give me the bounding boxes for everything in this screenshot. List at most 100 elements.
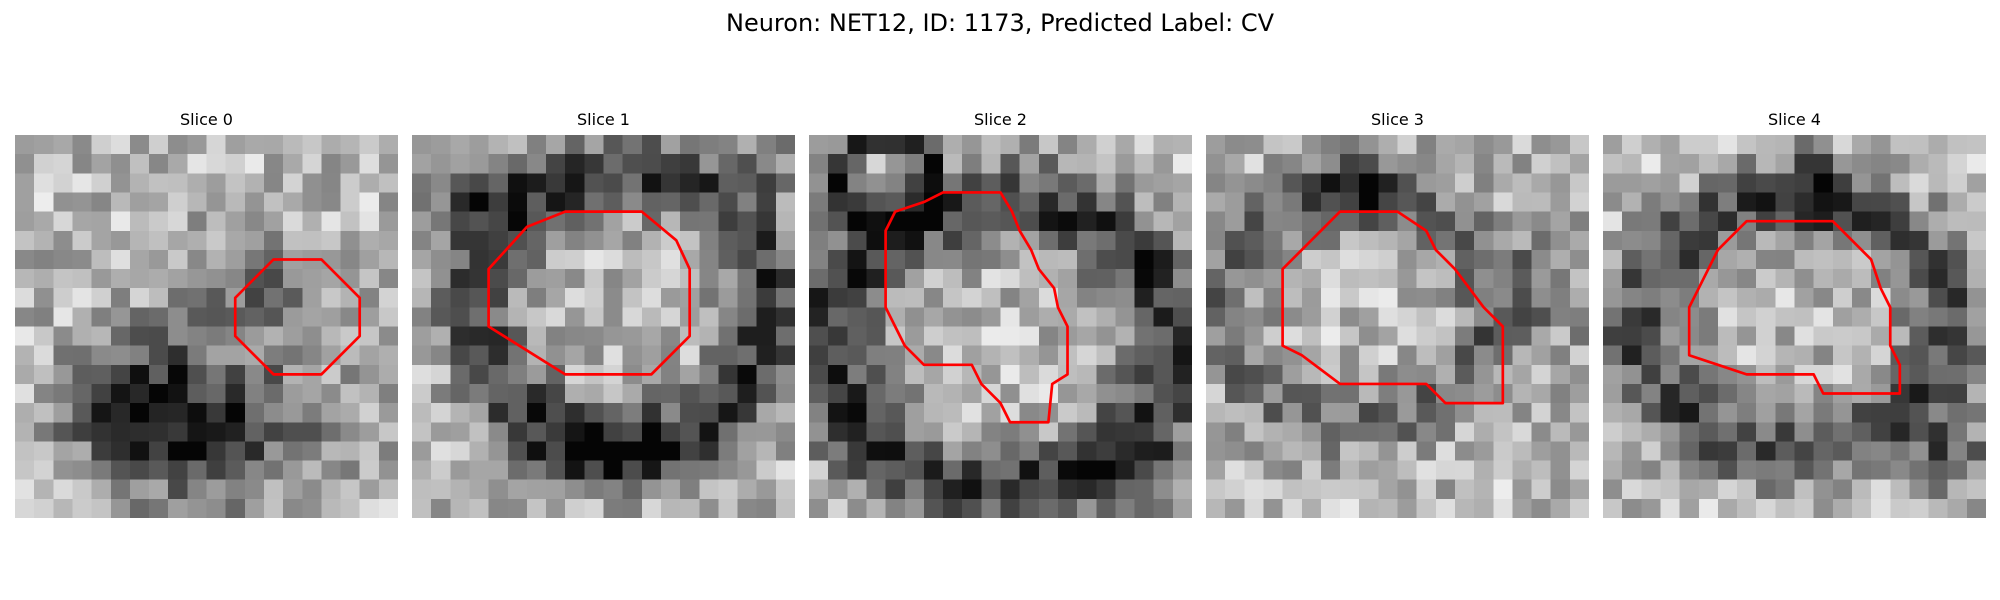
pixel bbox=[302, 422, 322, 442]
pixel bbox=[1340, 345, 1360, 366]
pixel bbox=[168, 441, 188, 461]
roi-contour bbox=[884, 191, 1069, 424]
pixel bbox=[72, 154, 92, 174]
pixel bbox=[622, 422, 643, 442]
pixel bbox=[622, 479, 643, 500]
pixel bbox=[603, 269, 624, 289]
pixel bbox=[737, 479, 758, 500]
pixel bbox=[546, 154, 566, 174]
pixel bbox=[149, 230, 169, 251]
pixel bbox=[1641, 249, 1661, 270]
pixel bbox=[565, 326, 585, 347]
pixel bbox=[321, 383, 341, 404]
pixel bbox=[603, 498, 624, 518]
pixel bbox=[1474, 211, 1494, 232]
pixel bbox=[1966, 326, 1986, 347]
pixel bbox=[168, 211, 188, 232]
pixel bbox=[923, 249, 944, 270]
pixel bbox=[378, 307, 398, 327]
pixel bbox=[1340, 383, 1360, 404]
pixel bbox=[321, 403, 341, 423]
pixel bbox=[283, 345, 303, 366]
pixel bbox=[943, 422, 963, 442]
pixel bbox=[412, 154, 432, 174]
pixel bbox=[1096, 154, 1116, 174]
pixel bbox=[149, 249, 169, 270]
pixel bbox=[1244, 498, 1264, 518]
pixel bbox=[962, 154, 982, 174]
pixel bbox=[923, 479, 944, 500]
pixel bbox=[1378, 403, 1398, 423]
pixel bbox=[244, 441, 265, 461]
pixel bbox=[1871, 498, 1891, 518]
pixel bbox=[1890, 307, 1910, 327]
pixel bbox=[923, 345, 944, 366]
pixel bbox=[1077, 135, 1097, 155]
pixel bbox=[72, 211, 92, 232]
pixel bbox=[943, 173, 963, 193]
pixel bbox=[1359, 173, 1379, 193]
pixel bbox=[962, 192, 982, 212]
pixel bbox=[340, 249, 361, 270]
pixel bbox=[526, 173, 547, 193]
pixel bbox=[1320, 403, 1341, 423]
pixel bbox=[1019, 173, 1040, 193]
pixel bbox=[1038, 498, 1059, 518]
pixel bbox=[1263, 269, 1283, 289]
pixel bbox=[1660, 173, 1680, 193]
pixel bbox=[1737, 383, 1757, 404]
pixel bbox=[1378, 249, 1398, 270]
pixel bbox=[1832, 211, 1853, 232]
pixel bbox=[641, 498, 662, 518]
pixel bbox=[1775, 403, 1795, 423]
pixel bbox=[302, 288, 322, 308]
pixel bbox=[565, 249, 585, 270]
pixel bbox=[885, 383, 906, 404]
pixel bbox=[680, 441, 700, 461]
pixel bbox=[469, 192, 489, 212]
pixel bbox=[1871, 288, 1891, 308]
pixel bbox=[1416, 364, 1437, 385]
pixel bbox=[962, 249, 982, 270]
pixel bbox=[1454, 460, 1475, 481]
pixel bbox=[526, 135, 547, 155]
pixel bbox=[1603, 403, 1623, 423]
pixel bbox=[507, 479, 528, 500]
pixel bbox=[1134, 288, 1155, 308]
slice-panel-3: Slice 3 bbox=[1206, 108, 1589, 518]
pixel bbox=[91, 173, 112, 193]
pixel bbox=[1531, 441, 1552, 461]
pixel bbox=[660, 192, 681, 212]
pixel bbox=[1454, 441, 1475, 461]
pixel bbox=[1282, 211, 1303, 232]
pixel bbox=[962, 403, 982, 423]
pixel bbox=[1263, 345, 1283, 366]
pixel bbox=[809, 307, 829, 327]
pixel bbox=[206, 345, 227, 366]
pixel bbox=[206, 269, 227, 289]
pixel bbox=[885, 230, 906, 251]
pixel bbox=[244, 422, 265, 442]
pixel bbox=[1909, 249, 1929, 270]
pixel bbox=[1871, 192, 1891, 212]
pixel bbox=[206, 460, 227, 481]
pixel bbox=[1622, 422, 1642, 442]
pixel bbox=[1077, 288, 1097, 308]
pixel bbox=[412, 326, 432, 347]
pixel bbox=[1756, 345, 1776, 366]
pixel bbox=[1603, 173, 1623, 193]
pixel bbox=[1698, 173, 1719, 193]
pixel bbox=[1435, 498, 1456, 518]
pixel bbox=[53, 460, 73, 481]
pixel bbox=[488, 422, 509, 442]
pixel bbox=[1756, 269, 1776, 289]
pixel bbox=[1966, 422, 1986, 442]
pixel bbox=[1416, 211, 1437, 232]
pixel bbox=[359, 307, 380, 327]
pixel bbox=[1416, 288, 1437, 308]
pixel bbox=[981, 460, 1001, 481]
pixel bbox=[962, 288, 982, 308]
pixel bbox=[1679, 173, 1700, 193]
pixel bbox=[1756, 422, 1776, 442]
pixel bbox=[828, 345, 848, 366]
